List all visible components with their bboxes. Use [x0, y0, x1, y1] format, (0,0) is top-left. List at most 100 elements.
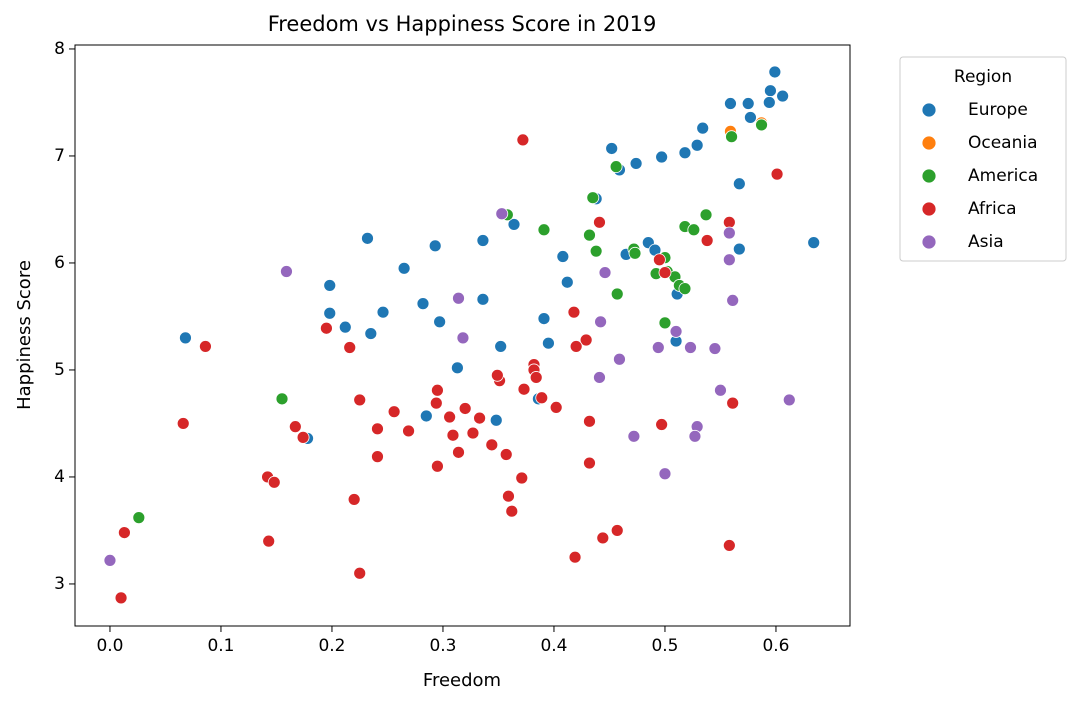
- x-tick-label: 0.5: [651, 636, 678, 656]
- legend-box: [899, 56, 1067, 262]
- point: [629, 157, 643, 170]
- point: [651, 341, 665, 354]
- point: [583, 456, 596, 470]
- point: [419, 409, 433, 423]
- point: [722, 226, 736, 240]
- point: [724, 97, 737, 110]
- point: [429, 396, 443, 410]
- point: [199, 340, 212, 353]
- point: [371, 450, 384, 464]
- point: [755, 118, 768, 132]
- point: [596, 531, 610, 545]
- legend-label: America: [968, 166, 1038, 186]
- point: [589, 244, 603, 258]
- point: [353, 566, 367, 580]
- point: [275, 392, 289, 406]
- x-tick-label: 0.0: [96, 636, 123, 656]
- point: [594, 315, 607, 329]
- point: [490, 368, 504, 382]
- point: [688, 429, 702, 443]
- point: [768, 65, 782, 79]
- point: [628, 246, 642, 260]
- point: [583, 414, 596, 428]
- point: [655, 150, 669, 164]
- point: [456, 331, 470, 345]
- point: [610, 287, 624, 301]
- chart-title: Freedom vs Happiness Score in 2019: [268, 12, 657, 36]
- point: [402, 424, 415, 438]
- point: [658, 316, 672, 330]
- legend-label: Europe: [968, 100, 1028, 120]
- point: [489, 413, 503, 427]
- point: [658, 266, 672, 279]
- point: [764, 84, 777, 98]
- point: [495, 207, 509, 221]
- point: [535, 391, 549, 405]
- legend-marker: [921, 102, 937, 118]
- point: [627, 429, 641, 443]
- legend-marker: [921, 135, 937, 151]
- point: [807, 236, 821, 250]
- point: [549, 401, 563, 414]
- point: [499, 448, 513, 461]
- point: [529, 371, 543, 384]
- point: [722, 253, 736, 267]
- point: [678, 282, 692, 296]
- point: [443, 410, 457, 424]
- point: [610, 524, 624, 537]
- point: [762, 96, 776, 109]
- point: [364, 327, 378, 340]
- point: [714, 383, 727, 397]
- point: [516, 133, 530, 147]
- point: [361, 231, 374, 245]
- legend-label: Asia: [968, 232, 1004, 252]
- point: [433, 315, 447, 329]
- point: [655, 418, 669, 431]
- x-tick-label: 0.4: [540, 636, 567, 656]
- point: [567, 305, 581, 319]
- point: [431, 459, 444, 473]
- point: [690, 138, 704, 152]
- point: [507, 218, 521, 231]
- point: [722, 539, 736, 552]
- point: [117, 526, 131, 539]
- point: [466, 426, 480, 440]
- y-tick-label: 5: [54, 360, 65, 380]
- point: [515, 471, 529, 485]
- point: [593, 215, 606, 229]
- point: [450, 361, 464, 375]
- point: [176, 417, 190, 430]
- point: [397, 261, 411, 275]
- y-tick-label: 3: [54, 574, 65, 594]
- point: [586, 191, 600, 205]
- y-axis-label: Happiness Score: [14, 260, 35, 410]
- point: [732, 177, 746, 191]
- point: [338, 320, 352, 334]
- point: [776, 89, 790, 103]
- point: [700, 234, 714, 247]
- point: [605, 142, 619, 155]
- point: [428, 239, 442, 253]
- point: [473, 411, 486, 425]
- point: [542, 336, 555, 350]
- point: [505, 504, 519, 518]
- point: [267, 475, 281, 489]
- legend-title: Region: [954, 67, 1012, 87]
- point: [725, 130, 738, 144]
- x-tick-label: 0.6: [762, 636, 789, 656]
- point: [556, 250, 570, 263]
- point: [593, 371, 606, 384]
- point: [347, 493, 361, 506]
- x-tick-label: 0.3: [429, 636, 456, 656]
- point: [476, 292, 490, 306]
- point: [569, 340, 583, 353]
- point: [431, 383, 444, 397]
- y-tick-label: 4: [54, 467, 65, 487]
- point: [103, 554, 117, 567]
- point: [699, 208, 713, 222]
- point: [598, 266, 612, 279]
- plot-frame: [74, 44, 851, 627]
- point: [669, 325, 683, 338]
- point: [416, 297, 430, 311]
- legend-marker: [921, 168, 937, 184]
